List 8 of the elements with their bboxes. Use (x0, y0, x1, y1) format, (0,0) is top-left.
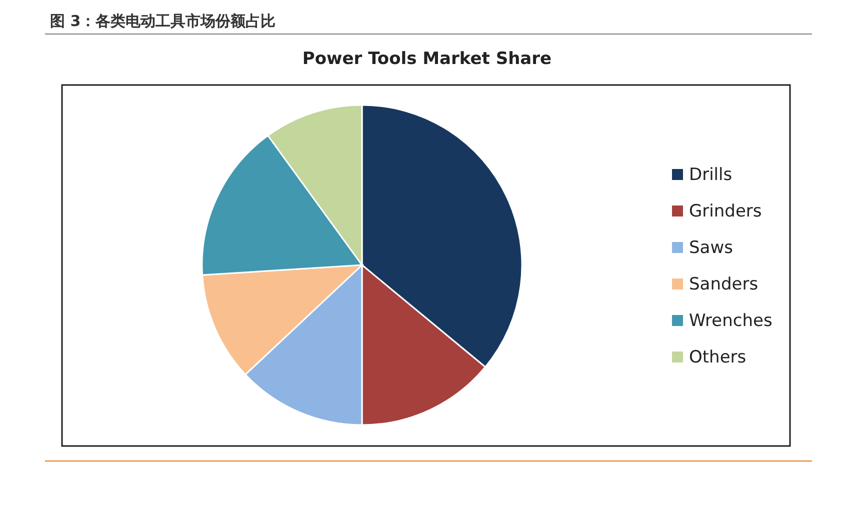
legend-label: Wrenches (689, 311, 772, 331)
chart-title: 图 3：各类电动工具市场份额占比 (50, 12, 276, 30)
legend-label: Drills (689, 165, 732, 185)
legend-label: Others (689, 348, 746, 368)
legend-label: Saws (689, 238, 734, 258)
chart-subtitle: Power Tools Market Share (302, 49, 552, 69)
legend-label: Grinders (689, 202, 762, 222)
legend-label: Sanders (689, 274, 758, 294)
